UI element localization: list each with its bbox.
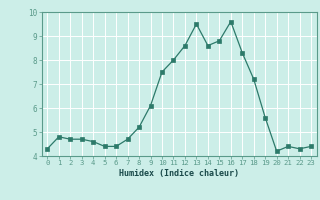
X-axis label: Humidex (Indice chaleur): Humidex (Indice chaleur) — [119, 169, 239, 178]
